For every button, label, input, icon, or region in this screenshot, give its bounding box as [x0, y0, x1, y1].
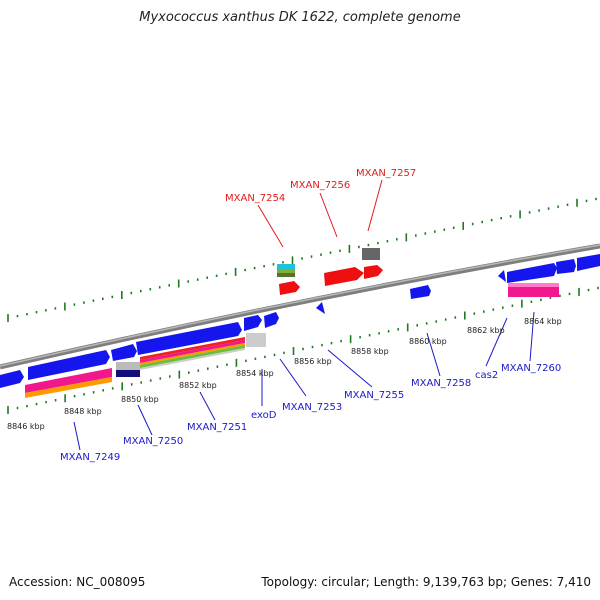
gene-blue-3[interactable]	[498, 270, 506, 282]
feature-stripe-red	[140, 337, 245, 360]
feature-navy-box	[116, 370, 140, 377]
gene-blue-4[interactable]	[507, 263, 557, 283]
gene-blue-10[interactable]	[111, 344, 137, 361]
gene-label-MXAN_7250[interactable]: MXAN_7250	[123, 436, 183, 447]
feature-stripe-orange	[140, 343, 245, 365]
gene-MXAN_7257[interactable]	[364, 265, 383, 279]
ruler-label: 8856 kbp	[294, 357, 332, 366]
map-title: Myxococcus xanthus DK 1622, complete gen…	[139, 10, 461, 25]
ruler-label: 8860 kbp	[409, 337, 447, 346]
reverse-gene-labels: MXAN_7249 MXAN_7250 MXAN_7251 exoD MXAN_…	[60, 363, 561, 463]
reverse-features	[0, 254, 600, 398]
ruler-label: 8854 kbp	[236, 369, 274, 378]
feature-lightgray	[246, 333, 266, 347]
feature-darkgreen	[277, 273, 295, 277]
gene-label-MXAN_7260[interactable]: MXAN_7260	[501, 363, 561, 374]
ruler-label: 8864 kbp	[524, 317, 562, 326]
feature-gray-box	[116, 362, 140, 371]
feature-stripe-green	[140, 345, 245, 368]
gene-label-MXAN_7257[interactable]: MXAN_7257	[356, 168, 416, 179]
gene-MXAN_7256[interactable]	[324, 267, 364, 286]
leader-lines	[73, 179, 535, 451]
gene-blue-12[interactable]	[0, 370, 24, 388]
gene-blue-7[interactable]	[244, 315, 262, 331]
gene-MXAN_7254[interactable]	[279, 281, 300, 295]
feature-cyan	[277, 264, 295, 269]
gene-label-MXAN_7258[interactable]: MXAN_7258	[411, 378, 471, 389]
feature-magenta-long	[25, 368, 112, 393]
gene-label-MXAN_7253[interactable]: MXAN_7253	[282, 402, 342, 413]
gene-label-MXAN_7251[interactable]: MXAN_7251	[187, 422, 247, 433]
gene-label-MXAN_7255[interactable]: MXAN_7255	[344, 390, 404, 401]
feature-stripe-pink	[140, 340, 245, 363]
tick-tracks	[7, 197, 599, 414]
gene-label-MXAN_7256[interactable]: MXAN_7256	[290, 180, 350, 191]
ruler-label: 8850 kbp	[121, 395, 159, 404]
feature-orange-long	[25, 377, 112, 398]
accession-text: Accession: NC_008095	[9, 575, 146, 589]
gene-label-MXAN_7254[interactable]: MXAN_7254	[225, 193, 285, 204]
feature-magenta-shade	[508, 283, 559, 287]
ruler-labels: 8846 kbp 8848 kbp 8850 kbp 8852 kbp 8854…	[7, 317, 562, 431]
gene-blue-5[interactable]	[556, 259, 576, 274]
forward-features	[277, 248, 383, 295]
gene-label-MXAN_7249[interactable]: MXAN_7249	[60, 452, 120, 463]
gene-blue-9[interactable]	[136, 322, 242, 355]
topology-text: Topology: circular; Length: 9,139,763 bp…	[261, 575, 591, 589]
ruler-label: 8852 kbp	[179, 381, 217, 390]
gene-blue-8[interactable]	[264, 312, 279, 328]
ruler-label: 8862 kbp	[467, 326, 505, 335]
gene-blue-1[interactable]	[316, 302, 325, 314]
gene-label-cas2[interactable]: cas2	[475, 370, 498, 381]
forward-gene-labels: MXAN_7254 MXAN_7256 MXAN_7257	[225, 168, 416, 204]
genome-backbone-highlight	[0, 244, 600, 367]
feature-stripe-lightgray	[140, 348, 245, 370]
gene-label-exoD[interactable]: exoD	[251, 410, 277, 421]
ruler-label: 8846 kbp	[7, 422, 45, 431]
ruler-label: 8858 kbp	[351, 347, 389, 356]
gene-blue-6[interactable]	[577, 254, 600, 271]
gene-blue-2[interactable]	[410, 285, 431, 299]
genome-backbone	[0, 243, 600, 370]
feature-olive	[277, 269, 295, 273]
ruler-label: 8848 kbp	[64, 407, 102, 416]
feature-gray	[362, 248, 380, 260]
gene-blue-11[interactable]	[28, 350, 110, 380]
